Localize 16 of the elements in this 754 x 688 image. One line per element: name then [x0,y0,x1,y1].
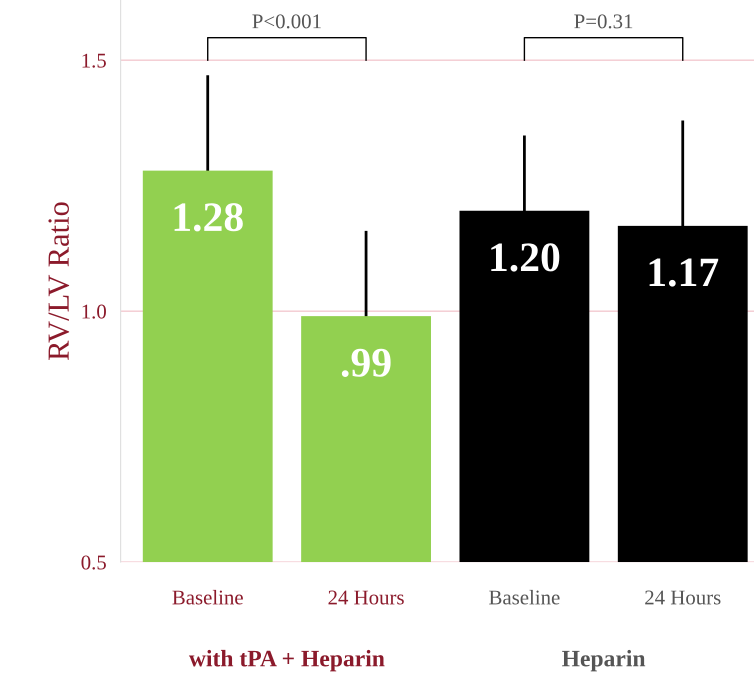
x-tick-label: 24 Hours [645,590,720,605]
y-tick-label: 1.0 [82,304,106,319]
annotation: P=0.31 [574,14,632,28]
x-tick-label: 24 Hours [328,590,404,605]
y-tick-label: 1.5 [82,54,106,68]
data-label: 1.17 [650,258,718,287]
data-label: 1.20 [491,243,560,272]
text: Heparin [562,650,646,672]
x-tick-label: Baseline [172,590,243,605]
x-tick-label: Baseline [489,590,560,605]
text: with tPA + Heparin [188,650,385,672]
y-axis-title: RV/LV Ratio [48,202,70,360]
data-label: 1.28 [174,203,243,232]
y-tick-label: 0.5 [82,555,106,570]
annotation: P<0.001 [252,14,321,28]
data-label: .99 [342,348,391,377]
